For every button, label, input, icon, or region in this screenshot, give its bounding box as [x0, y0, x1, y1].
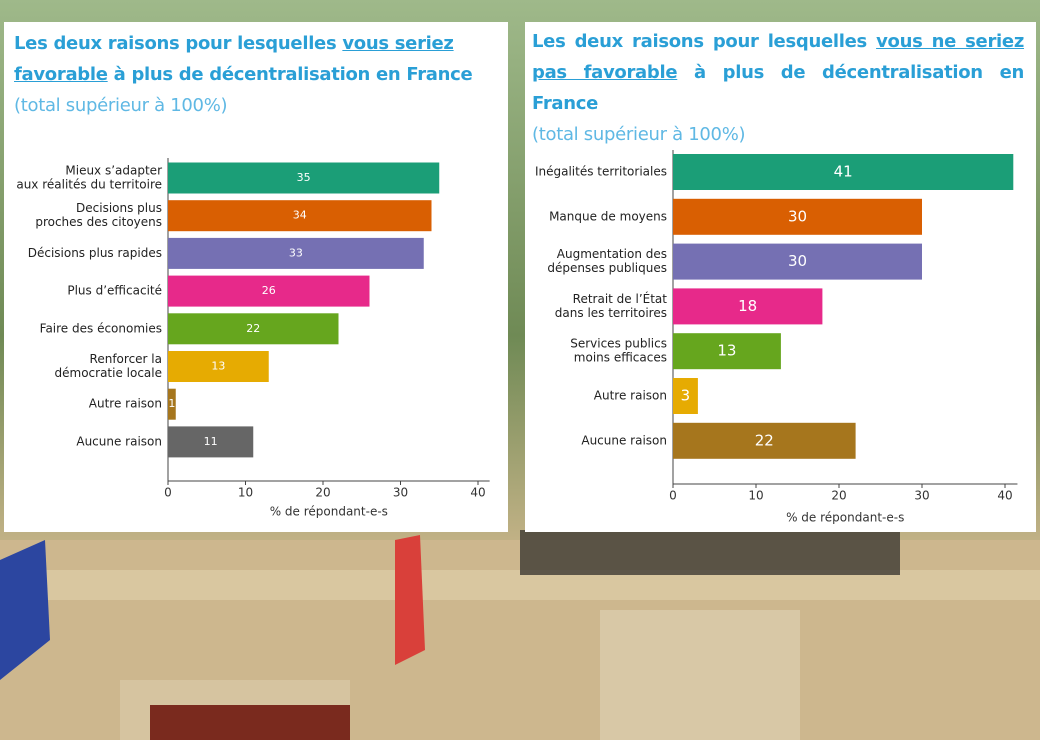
- bar: [168, 162, 440, 194]
- category-label: Services publics: [570, 337, 667, 351]
- value-label: 35: [297, 171, 311, 184]
- category-label: aux réalités du territoire: [16, 178, 162, 192]
- category-label: moins efficaces: [574, 351, 667, 365]
- bar: [168, 388, 176, 420]
- value-label: 34: [293, 209, 307, 222]
- x-tick-label: 10: [238, 486, 253, 500]
- door-frame: [600, 610, 800, 740]
- category-label: Autre raison: [89, 397, 162, 411]
- category-label: Renforcer la: [90, 352, 162, 366]
- value-label: 33: [289, 246, 303, 259]
- bar: [168, 426, 254, 458]
- bar: [168, 200, 432, 232]
- category-label: Aucune raison: [581, 433, 667, 447]
- value-label: 13: [717, 342, 736, 360]
- bar: [673, 422, 856, 459]
- title-part: vous ne seriez pas favorable: [532, 31, 1025, 83]
- value-label: 41: [834, 163, 853, 181]
- subtitle: (total supérieur à 100%): [14, 95, 228, 116]
- category-label: Aucune raison: [76, 434, 162, 448]
- category-label: Mieux s’adapter: [65, 164, 162, 178]
- x-tick-label: 30: [393, 486, 408, 500]
- balcony: [520, 530, 900, 575]
- title-part: à plus de décentralisation en France: [532, 62, 1025, 114]
- value-label: 1: [168, 397, 175, 410]
- flag-eu: [0, 540, 50, 680]
- x-axis-label: % de répondant-e-s: [270, 505, 388, 519]
- flag-fr: [395, 535, 425, 665]
- value-label: 22: [246, 322, 260, 335]
- bar: [168, 275, 370, 307]
- value-label: 22: [755, 431, 774, 449]
- x-tick-label: 20: [315, 486, 330, 500]
- title-part: vous seriez favorable: [14, 33, 454, 85]
- bar: [168, 237, 424, 269]
- category-label: Plus d’efficacité: [67, 284, 162, 298]
- bar: [673, 198, 922, 235]
- bar: [673, 288, 823, 325]
- x-tick-label: 40: [997, 489, 1012, 503]
- category-label: Manque de moyens: [549, 209, 667, 223]
- category-label: dépenses publiques: [547, 261, 667, 275]
- shutter: [150, 705, 350, 740]
- bar: [673, 154, 1014, 190]
- subtitle: (total supérieur à 100%): [532, 124, 746, 145]
- category-label: proches des citoyens: [35, 215, 162, 229]
- category-label: Inégalités territoriales: [535, 165, 667, 179]
- x-tick-label: 40: [470, 486, 485, 500]
- x-tick-label: 10: [748, 489, 763, 503]
- chart-title: Les deux raisons pour lesquelles vous ne…: [532, 26, 1024, 150]
- value-label: 30: [788, 252, 807, 270]
- value-label: 26: [262, 284, 276, 297]
- category-label: Faire des économies: [40, 321, 162, 335]
- x-tick-label: 0: [669, 489, 677, 503]
- value-label: 18: [738, 297, 757, 315]
- title-part: Les deux raisons pour lesquelles: [14, 33, 337, 54]
- bar: [673, 378, 698, 414]
- category-label: démocratie locale: [55, 366, 163, 380]
- x-tick-label: 30: [914, 489, 929, 503]
- bar: [673, 333, 781, 370]
- bar: [168, 351, 269, 382]
- category-label: Retrait de l’État: [573, 291, 668, 306]
- chart-title: Les deux raisons pour lesquelles vous se…: [14, 28, 492, 121]
- x-axis-label: % de répondant-e-s: [786, 511, 904, 525]
- category-label: Décisions plus rapides: [28, 246, 162, 260]
- title-part: Les deux raisons pour lesquelles: [532, 31, 867, 52]
- bar: [168, 313, 339, 345]
- bar: [673, 243, 922, 280]
- category-label: dans les territoires: [555, 306, 667, 320]
- title-part: à plus de décentralisation en France: [113, 64, 473, 85]
- value-label: 11: [204, 435, 218, 448]
- value-label: 3: [681, 387, 691, 405]
- category-label: Augmentation des: [557, 247, 667, 261]
- category-label: Autre raison: [594, 389, 667, 403]
- category-label: Decisions plus: [76, 201, 162, 215]
- value-label: 13: [211, 360, 225, 373]
- value-label: 30: [788, 207, 807, 225]
- x-tick-label: 20: [831, 489, 846, 503]
- x-tick-label: 0: [164, 486, 172, 500]
